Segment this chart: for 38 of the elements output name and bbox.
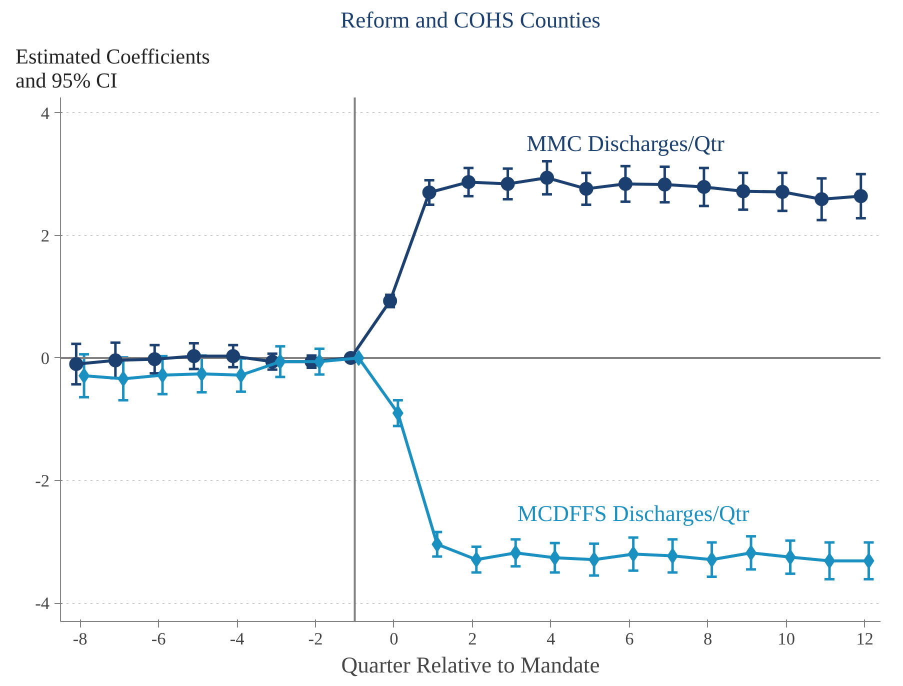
y-tick-label: -4 [35, 594, 50, 614]
x-tick-label: 6 [625, 630, 634, 648]
point [696, 180, 711, 194]
point [148, 352, 162, 366]
point [186, 349, 201, 364]
point [226, 349, 240, 364]
point [579, 182, 594, 196]
x-tick-label: 12 [856, 630, 874, 648]
y-tick-label: 0 [40, 348, 50, 368]
x-axis-title: Quarter Relative to Mandate [341, 652, 600, 678]
series-label: MMC Discharges/Qtr [526, 130, 725, 156]
x-tick-label: -6 [151, 630, 166, 648]
series-label: MCDFFS Discharges/Qtr [517, 501, 750, 526]
y-tick-label: -2 [35, 472, 50, 491]
point [540, 170, 554, 185]
point [814, 192, 829, 206]
x-tick-label: 4 [546, 630, 556, 648]
point [618, 176, 632, 191]
y-tick-label: 2 [40, 226, 50, 246]
point [69, 357, 84, 372]
point [854, 189, 868, 204]
x-tick-label: -2 [308, 630, 323, 648]
point [775, 184, 790, 199]
x-tick-label: 2 [468, 630, 477, 648]
chart-title: Reform and COHS Counties [340, 8, 600, 32]
y-tick-label: 4 [40, 104, 50, 123]
point [736, 184, 750, 198]
x-tick-label: 0 [390, 630, 398, 648]
point [500, 176, 515, 191]
point [422, 186, 436, 200]
y-axis-title: Estimated Coefficients and 95% CI [16, 44, 210, 92]
x-tick-label: -8 [72, 630, 88, 648]
x-tick-label: 10 [778, 630, 795, 648]
point [462, 175, 476, 190]
x-tick-label: -4 [230, 630, 245, 648]
point [658, 178, 672, 192]
point [108, 353, 122, 368]
x-tick-label: 8 [704, 630, 712, 648]
